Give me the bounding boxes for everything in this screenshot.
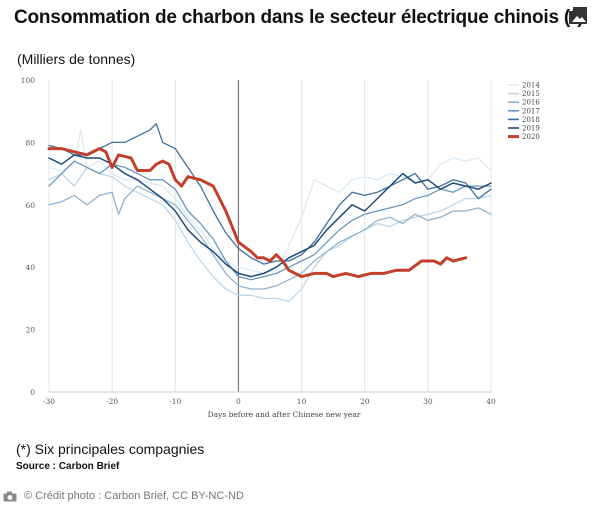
series-line-2020 xyxy=(47,147,468,279)
legend-label-2017: 2017 xyxy=(522,107,540,115)
legend-label-2014: 2014 xyxy=(522,82,540,90)
series-line-2018 xyxy=(48,123,492,265)
legend-label-2020: 2020 xyxy=(522,133,540,141)
series-line-2017 xyxy=(48,160,492,281)
y-tick-label: 100 xyxy=(21,76,36,85)
x-tick-label: 30 xyxy=(423,397,433,406)
x-tick-label: 0 xyxy=(236,397,241,406)
y-tick-label: 0 xyxy=(30,388,35,397)
chart-subtitle: (Milliers de tonnes) xyxy=(17,51,136,67)
camera-icon xyxy=(3,491,17,502)
photo-credit-bar: © Crédit photo : Carbon Brief, CC BY-NC-… xyxy=(0,487,607,510)
y-tick-label: 60 xyxy=(25,201,35,210)
x-axis-title: Days before and after Chinese new year xyxy=(208,410,361,419)
source-note: Source : Carbon Brief xyxy=(16,461,120,472)
x-tick-label: -30 xyxy=(43,397,55,406)
image-gallery-icon[interactable] xyxy=(568,6,590,26)
x-tick-label: 40 xyxy=(486,397,496,406)
line-chart: 0 20 40 60 80 100 -30 -20 -10 0 10 20 30 40 Days befor… xyxy=(21,76,541,419)
photo-credit-text: © Crédit photo : Carbon Brief, CC BY-NC-… xyxy=(24,490,244,502)
chart-title: Consommation de charbon dans le secteur … xyxy=(14,7,584,28)
y-tick-label: 40 xyxy=(25,263,35,272)
footnote: (*) Six principales compagnies xyxy=(16,441,205,457)
y-tick-label: 20 xyxy=(25,326,35,335)
series-line-2015 xyxy=(48,166,492,303)
series-line-2016 xyxy=(48,185,492,290)
legend-label-2015: 2015 xyxy=(522,90,540,98)
series-line-2019 xyxy=(48,154,492,278)
x-tick-label: -10 xyxy=(169,397,181,406)
x-tick-label: 20 xyxy=(360,397,370,406)
legend-label-2019: 2019 xyxy=(522,125,540,133)
x-tick-label: -20 xyxy=(106,397,118,406)
x-tick-label: 10 xyxy=(297,397,307,406)
y-tick-label: 80 xyxy=(25,138,35,147)
legend-label-2016: 2016 xyxy=(522,99,540,107)
legend-label-2018: 2018 xyxy=(522,116,540,124)
